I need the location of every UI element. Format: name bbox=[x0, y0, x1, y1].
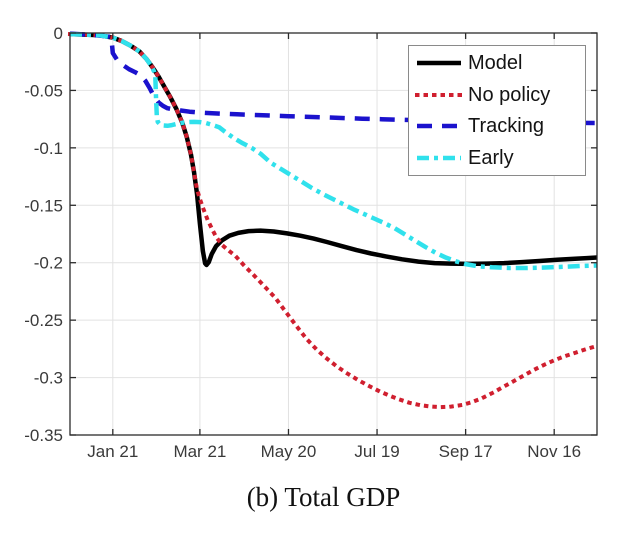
y-tick-label: 0 bbox=[54, 24, 63, 43]
x-tick-label: May 20 bbox=[261, 442, 317, 461]
x-tick-label: Jul 19 bbox=[354, 442, 399, 461]
x-tick-label: Nov 16 bbox=[527, 442, 581, 461]
early-line-sample-icon bbox=[417, 155, 461, 161]
series-line-early bbox=[69, 31, 598, 271]
x-tick-label: Mar 21 bbox=[173, 442, 226, 461]
axes-box bbox=[69, 32, 598, 436]
legend-label-tracking: Tracking bbox=[468, 115, 544, 138]
y-tick-label: -0.35 bbox=[24, 426, 63, 445]
legend-item-model: Model bbox=[415, 47, 585, 78]
y-tick-label: -0.3 bbox=[34, 369, 63, 388]
x-tick-label: Jan 21 bbox=[87, 442, 138, 461]
legend-label-model: Model bbox=[468, 51, 523, 74]
legend: Model No policy Tracking Early bbox=[408, 45, 586, 176]
y-tick-label: -0.25 bbox=[24, 311, 63, 330]
legend-label-early: Early bbox=[468, 147, 514, 170]
y-tick-label: -0.2 bbox=[34, 254, 63, 273]
chart-caption: (b) Total GDP bbox=[246, 482, 401, 512]
series-line-no-policy bbox=[67, 32, 600, 410]
y-tick-label: -0.05 bbox=[24, 81, 63, 100]
legend-item-no-policy: No policy bbox=[415, 79, 585, 110]
model-line-sample-icon bbox=[417, 60, 461, 66]
series-line-model bbox=[69, 31, 598, 268]
legend-item-tracking: Tracking bbox=[415, 111, 585, 142]
y-tick-label: -0.15 bbox=[24, 196, 63, 215]
x-tick-label: Sep 17 bbox=[439, 442, 493, 461]
legend-item-early: Early bbox=[415, 143, 585, 174]
no-policy-line-sample-icon bbox=[415, 92, 463, 97]
y-tick-label: -0.1 bbox=[34, 139, 63, 158]
tracking-line-sample-icon bbox=[417, 124, 461, 129]
legend-label-no-policy: No policy bbox=[468, 83, 551, 106]
